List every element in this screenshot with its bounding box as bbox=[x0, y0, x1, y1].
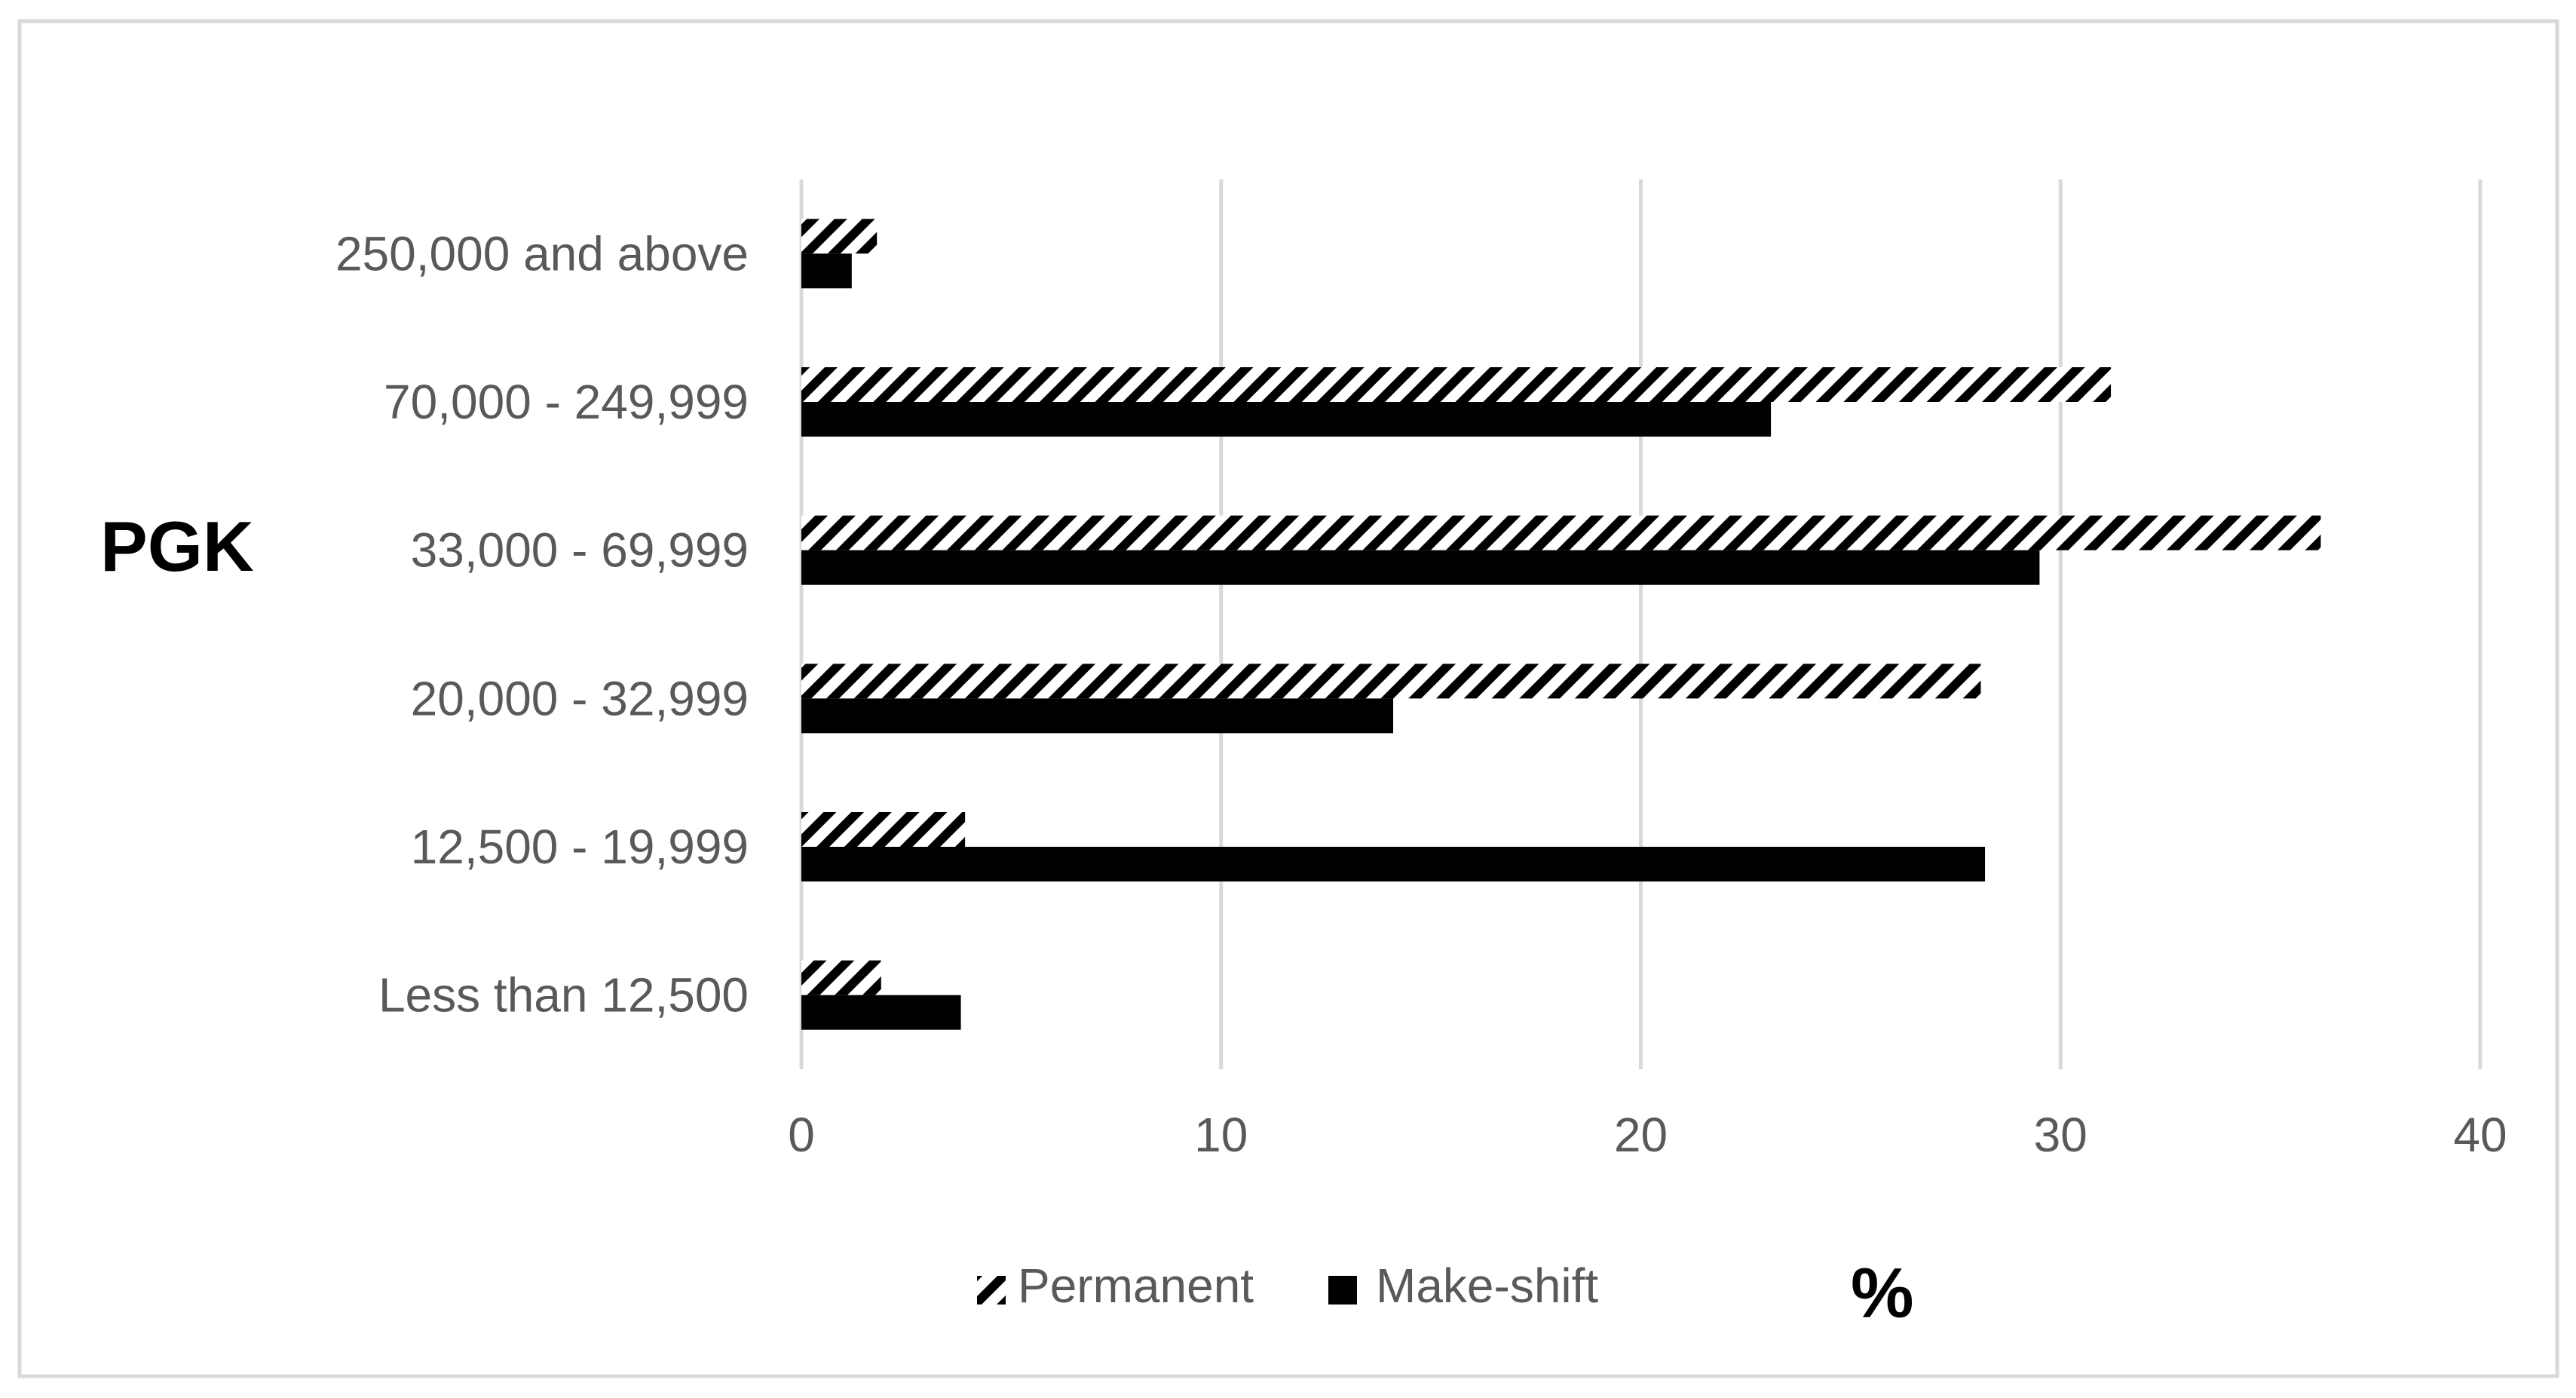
x-tick-label: 10 bbox=[1194, 1108, 1248, 1162]
legend-swatch-permanent bbox=[977, 1276, 1006, 1304]
x-tick-label: 0 bbox=[788, 1108, 815, 1162]
legend-swatch-make-shift bbox=[1328, 1276, 1357, 1304]
legend: Permanent Make-shift bbox=[977, 1259, 1598, 1313]
bar-permanent bbox=[801, 219, 878, 254]
gridlines bbox=[799, 179, 2483, 1069]
y-axis-title: PGK bbox=[100, 507, 254, 586]
bar-make-shift bbox=[801, 402, 1772, 437]
bars bbox=[801, 219, 2321, 1030]
x-tick-label: 30 bbox=[2034, 1108, 2087, 1162]
legend-label-permanent: Permanent bbox=[1018, 1259, 1254, 1313]
legend-item-make-shift: Make-shift bbox=[1328, 1259, 1598, 1313]
bar-permanent bbox=[801, 367, 2112, 402]
bar-permanent bbox=[801, 812, 966, 847]
bar-make-shift bbox=[801, 698, 1394, 734]
x-axis-title: % bbox=[1851, 1253, 1914, 1332]
x-tick-labels: 0 10 20 30 40 bbox=[788, 1108, 2507, 1162]
legend-item-permanent: Permanent bbox=[977, 1259, 1254, 1313]
x-tick-label: 40 bbox=[2453, 1108, 2507, 1162]
y-tick-label: 70,000 - 249,999 bbox=[384, 375, 749, 429]
bar-permanent bbox=[801, 960, 881, 995]
y-tick-label: 33,000 - 69,999 bbox=[411, 523, 749, 578]
bar-make-shift bbox=[801, 995, 961, 1030]
bar-make-shift bbox=[801, 550, 2040, 585]
y-tick-labels: 250,000 and above 70,000 - 249,999 33,000 … bbox=[335, 226, 749, 1022]
y-tick-label: Less than 12,500 bbox=[378, 968, 749, 1022]
y-tick-label: 12,500 - 19,999 bbox=[411, 820, 749, 874]
bar-make-shift bbox=[801, 847, 1986, 881]
x-tick-label: 20 bbox=[1614, 1108, 1668, 1162]
y-tick-label: 20,000 - 32,999 bbox=[411, 671, 749, 725]
bar-make-shift bbox=[801, 253, 852, 289]
bar-permanent bbox=[801, 515, 2321, 550]
legend-label-make-shift: Make-shift bbox=[1376, 1259, 1598, 1313]
bar-permanent bbox=[801, 664, 1981, 699]
y-tick-label: 250,000 and above bbox=[335, 226, 749, 281]
